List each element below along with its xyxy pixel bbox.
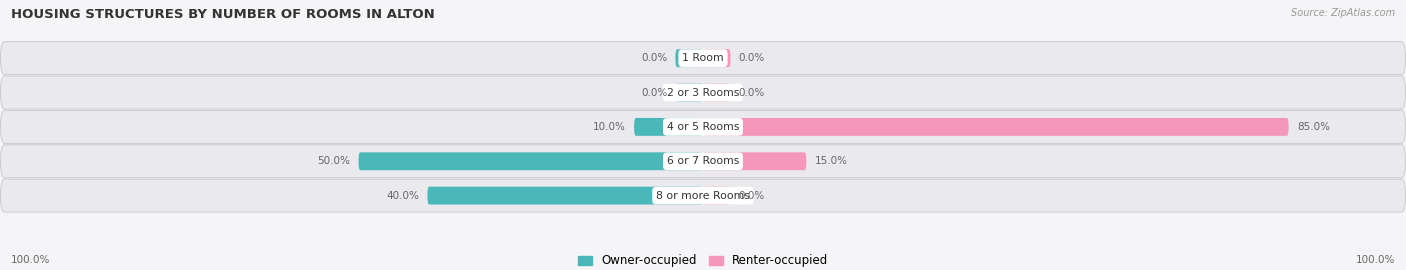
FancyBboxPatch shape — [0, 42, 1406, 75]
Text: 8 or more Rooms: 8 or more Rooms — [657, 191, 749, 201]
FancyBboxPatch shape — [0, 145, 1406, 178]
Text: 2 or 3 Rooms: 2 or 3 Rooms — [666, 87, 740, 97]
Text: 15.0%: 15.0% — [814, 156, 848, 166]
Legend: Owner-occupied, Renter-occupied: Owner-occupied, Renter-occupied — [572, 250, 834, 270]
FancyBboxPatch shape — [0, 179, 1406, 212]
Text: Source: ZipAtlas.com: Source: ZipAtlas.com — [1291, 8, 1395, 18]
FancyBboxPatch shape — [634, 118, 703, 136]
Text: 0.0%: 0.0% — [641, 53, 668, 63]
Text: 85.0%: 85.0% — [1296, 122, 1330, 132]
FancyBboxPatch shape — [675, 49, 703, 67]
Text: 0.0%: 0.0% — [641, 87, 668, 97]
FancyBboxPatch shape — [703, 84, 731, 102]
FancyBboxPatch shape — [703, 118, 1289, 136]
Text: 0.0%: 0.0% — [738, 53, 765, 63]
Text: 4 or 5 Rooms: 4 or 5 Rooms — [666, 122, 740, 132]
Text: 10.0%: 10.0% — [593, 122, 626, 132]
FancyBboxPatch shape — [703, 49, 731, 67]
Text: 0.0%: 0.0% — [738, 87, 765, 97]
FancyBboxPatch shape — [359, 152, 703, 170]
Text: 6 or 7 Rooms: 6 or 7 Rooms — [666, 156, 740, 166]
Text: 50.0%: 50.0% — [318, 156, 350, 166]
FancyBboxPatch shape — [703, 152, 807, 170]
Text: 100.0%: 100.0% — [1355, 255, 1395, 265]
FancyBboxPatch shape — [0, 110, 1406, 143]
FancyBboxPatch shape — [427, 187, 703, 205]
FancyBboxPatch shape — [0, 76, 1406, 109]
Text: 40.0%: 40.0% — [387, 191, 419, 201]
Text: 1 Room: 1 Room — [682, 53, 724, 63]
Text: HOUSING STRUCTURES BY NUMBER OF ROOMS IN ALTON: HOUSING STRUCTURES BY NUMBER OF ROOMS IN… — [11, 8, 434, 21]
Text: 100.0%: 100.0% — [11, 255, 51, 265]
FancyBboxPatch shape — [675, 84, 703, 102]
Text: 0.0%: 0.0% — [738, 191, 765, 201]
FancyBboxPatch shape — [703, 187, 731, 205]
